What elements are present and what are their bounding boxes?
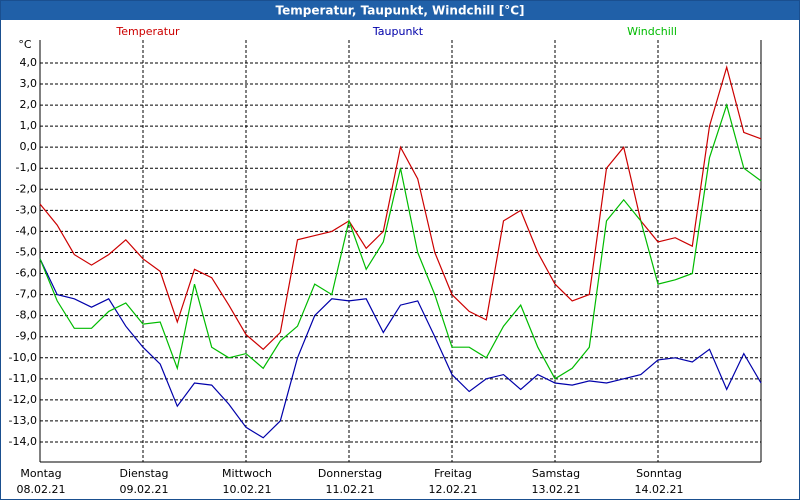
y-tick-label: -8,0 [16,309,37,322]
y-tick-label: 1,0 [20,119,38,132]
y-tick-label: 0,0 [20,140,38,153]
y-tick-label: -7,0 [16,288,37,301]
x-tick-label: Donnerstag [318,467,382,480]
series-line [39,258,762,439]
y-tick-label: -6,0 [16,267,37,280]
y-tick-label: -5,0 [16,245,37,258]
x-tick-label: 10.02.21 [223,483,272,496]
legend-entry: Windchill [627,25,677,38]
legend-entry: Taupunkt [372,25,424,38]
x-tick-label: Sonntag [636,467,682,480]
y-tick-label: 3,0 [20,77,38,90]
x-tick-label: Samstag [532,467,580,480]
title-bar [1,1,799,20]
y-tick-label: -2,0 [16,182,37,195]
legend-entry: Temperatur [115,25,180,38]
y-tick-label: -14,0 [9,435,37,448]
series-line [39,103,762,380]
y-tick-label: -12,0 [9,393,37,406]
x-tick-label: 11.02.21 [326,483,375,496]
y-axis-label: °C [18,38,32,51]
x-tick-label: 08.02.21 [17,483,66,496]
x-tick-label: Freitag [434,467,472,480]
x-tick-label: Dienstag [119,467,168,480]
y-tick-label: 2,0 [20,98,38,111]
y-tick-label: -4,0 [16,224,37,237]
x-tick-label: 14.02.21 [635,483,684,496]
y-tick-label: -13,0 [9,414,37,427]
x-tick-label: 09.02.21 [120,483,169,496]
x-tick-label: 13.02.21 [532,483,581,496]
y-tick-label: -11,0 [9,372,37,385]
x-tick-label: Montag [20,467,61,480]
chart-title: Temperatur, Taupunkt, Windchill [°C] [276,4,525,18]
y-tick-label: 4,0 [20,56,38,69]
y-tick-label: -1,0 [16,161,37,174]
y-tick-label: -10,0 [9,351,37,364]
x-tick-label: 12.02.21 [429,483,478,496]
y-tick-label: -9,0 [16,330,37,343]
y-tick-label: -3,0 [16,203,37,216]
x-tick-label: Mittwoch [222,467,272,480]
